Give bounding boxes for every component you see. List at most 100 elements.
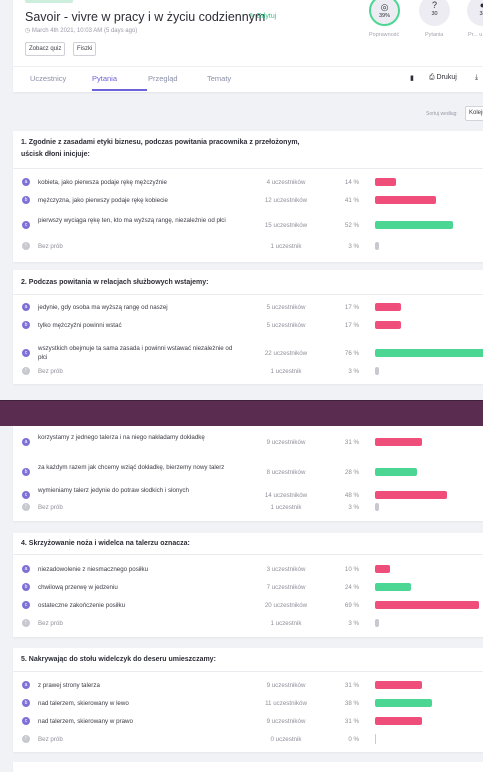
answer-text: tylko mężczyźni powinni wstać: [38, 322, 122, 329]
tab-questions[interactable]: Pytania: [92, 74, 118, 83]
wrong-answer-bar: [375, 178, 396, 186]
answer-count: 1 uczestnik: [270, 243, 302, 250]
view-quiz-button[interactable]: Zobacz quiz: [25, 42, 66, 56]
tab-topics[interactable]: Tematy: [207, 74, 232, 83]
answer-text: za każdym razem jak chcemy wziąć dokładk…: [38, 464, 225, 471]
no-attempt-icon: !: [22, 503, 30, 511]
download-icon[interactable]: ⤓: [475, 74, 479, 81]
edit-link[interactable]: ✎ Edytuj: [249, 13, 277, 20]
answer-count: 1 uczestnik: [270, 368, 302, 375]
printer-icon: ⎙: [429, 74, 437, 81]
question-card-1: 1. Zgodnie z zasadami etyki biznesu, pod…: [13, 131, 483, 262]
wrong-answer-bar: [375, 565, 390, 573]
answer-count: 8 uczestników: [266, 469, 306, 476]
wrong-answer-bar: [375, 321, 401, 329]
participants-label: Pr... uczes...: [468, 32, 482, 38]
answer-count: 5 uczestników: [266, 322, 306, 329]
tab-overview[interactable]: Przegląd: [148, 74, 178, 83]
answer-text: Bez prób: [38, 504, 63, 511]
answer-count: 0 uczestnik: [270, 736, 302, 743]
answer-text: jedynie, gdy osoba ma wyższą rangę od na…: [38, 304, 168, 311]
answer-text: z prawej strony talerza: [38, 682, 100, 689]
answer-letter-badge: b: [22, 196, 30, 204]
no-attempt-icon: !: [22, 735, 30, 743]
answer-count: 1 uczestnik: [270, 504, 302, 511]
answer-percent: 31 %: [344, 682, 359, 689]
answer-text: kobieta, jako pierwsza podaje rękę mężcz…: [38, 179, 167, 186]
no-attempt-bar: [375, 242, 379, 250]
answer-count: 20 uczestników: [264, 602, 308, 609]
question-title: 1. Zgodnie z zasadami etyki biznesu, pod…: [21, 139, 300, 158]
print-button[interactable]: ⎙ Drukuj: [429, 74, 457, 82]
question-separator: [13, 671, 483, 672]
answer-text: pierwszy wyciąga rękę ten, kto ma wyższą…: [38, 217, 226, 224]
answer-count: 1 uczestnik: [270, 620, 302, 627]
wrong-answer-bar: [375, 717, 422, 725]
accuracy-label: Poprawność: [369, 32, 400, 38]
answer-letter-badge: c: [22, 717, 30, 725]
question-title: 5. Nakrywając do stołu widelczyk do dese…: [21, 656, 216, 663]
clock-icon: ◷: [25, 28, 32, 34]
sort-label: Sortuj według:: [426, 111, 458, 117]
questions-value: 30: [431, 11, 438, 17]
correct-answer-bar: [375, 583, 411, 591]
active-tab-indicator: [92, 89, 147, 91]
answer-percent: 38 %: [344, 700, 359, 707]
answer-letter-badge: b: [22, 321, 30, 329]
answer-text: Bez prób: [38, 243, 63, 250]
correct-answer-bar: [375, 349, 483, 357]
answer-percent: 76 %: [344, 350, 359, 357]
answer-percent: 28 %: [344, 469, 359, 476]
wrong-answer-bar: [375, 303, 401, 311]
answer-percent: 10 %: [344, 566, 359, 573]
answer-letter-badge: c: [22, 349, 30, 357]
wrong-answer-bar: [375, 491, 447, 499]
correct-answer-bar: [375, 221, 453, 229]
participants-value: 38: [479, 11, 483, 17]
answer-count: 9 uczestników: [266, 682, 306, 689]
answer-percent: 69 %: [344, 602, 359, 609]
answer-text: niezadowolenie z niesmacznego posiłku: [38, 566, 149, 573]
trash-icon[interactable]: ▮: [410, 75, 414, 82]
question-card-6: [13, 762, 483, 772]
answer-text: wszystkich obejmuje ta sama zasada i pow…: [38, 345, 233, 361]
answer-letter-badge: a: [22, 565, 30, 573]
sort-select[interactable]: Kolejn: [465, 106, 483, 121]
no-attempt-bar: [375, 503, 379, 511]
questions-label: Pytania: [425, 32, 444, 38]
answer-count: 14 uczestników: [264, 492, 308, 499]
question-separator: [13, 294, 483, 295]
answer-text: mężczyzna, jako pierwszy podaje rękę kob…: [38, 197, 168, 204]
answer-letter-badge: a: [22, 178, 30, 186]
answer-text: wymieniamy talerz jedynie do potraw słod…: [38, 487, 189, 494]
date-text: March 4th 2021, 10:03 AM (5 days ago): [31, 28, 138, 34]
answer-percent: 17 %: [344, 322, 359, 329]
question-card-2: 2. Podczas powitania w relacjach służbow…: [13, 270, 483, 384]
accuracy-stat: ◎ 39%: [369, 0, 400, 26]
answer-percent: 14 %: [344, 179, 359, 186]
quiz-title: Savoir - vivre w pracy i w życiu codzien…: [25, 10, 266, 24]
answer-count: 4 uczestników: [266, 179, 306, 186]
no-attempt-icon: !: [22, 619, 30, 627]
question-separator: [13, 554, 483, 555]
answer-letter-badge: a: [22, 303, 30, 311]
questions-stat: ? 30: [419, 0, 450, 26]
flashcards-button[interactable]: Fiszki: [73, 42, 97, 56]
answer-text: Bez prób: [38, 736, 63, 743]
wrong-answer-bar: [375, 196, 436, 204]
question-title: 2. Podczas powitania w relacjach służbow…: [21, 279, 209, 286]
tab-participants[interactable]: Uczestnicy: [30, 74, 67, 83]
answer-count: 15 uczestników: [264, 222, 308, 229]
answer-percent: 3 %: [348, 368, 359, 375]
window-divider-band: [0, 400, 483, 426]
answer-percent: 17 %: [344, 304, 359, 311]
accuracy-value: 39%: [378, 13, 390, 19]
answer-percent: 3 %: [348, 504, 359, 511]
answer-text: korzystamy z jednego talerza i na niego …: [38, 434, 205, 441]
no-attempt-bar: [375, 619, 379, 627]
question-title: 4. Skrzyżowanie noża i widelca na talerz…: [21, 540, 190, 547]
answer-percent: 41 %: [344, 197, 359, 204]
answer-percent: 48 %: [344, 492, 359, 499]
no-attempt-bar: [375, 367, 379, 375]
answer-text: Bez prób: [38, 368, 63, 375]
